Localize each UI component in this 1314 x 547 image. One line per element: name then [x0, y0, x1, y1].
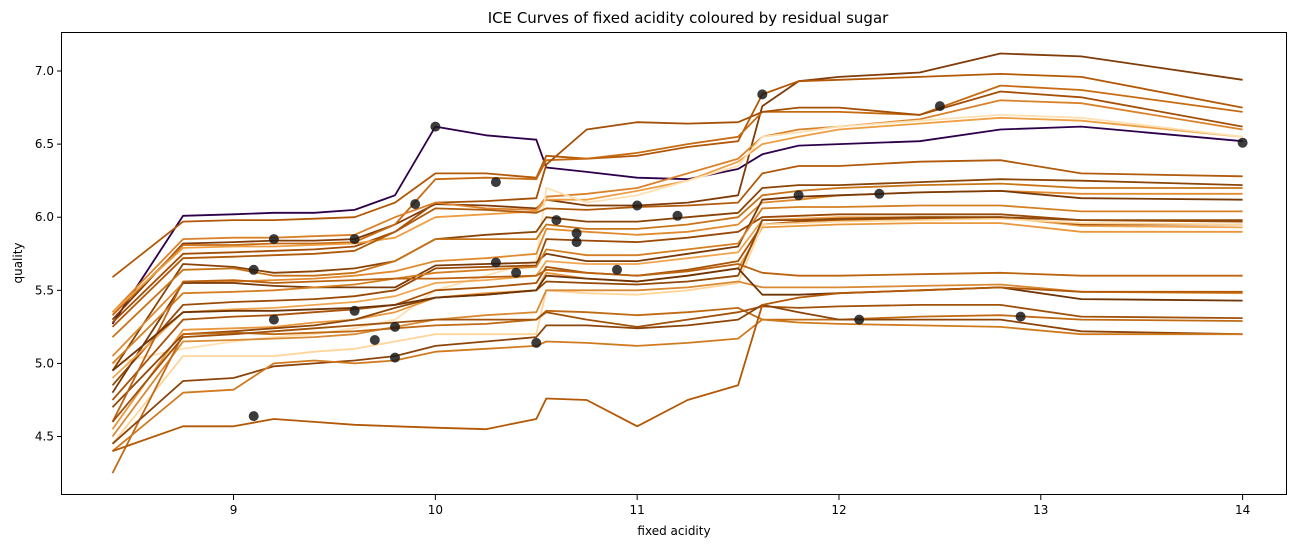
- observed-point-10: [551, 215, 562, 226]
- observed-point-8: [1237, 137, 1248, 148]
- observed-point-23: [349, 305, 360, 316]
- x-tick-label: 12: [831, 503, 846, 517]
- observed-point-16: [410, 199, 421, 210]
- series-lines: [111, 52, 1243, 474]
- ice-line-7: [111, 116, 1243, 313]
- observed-point-2: [757, 89, 768, 100]
- observed-point-4: [934, 101, 945, 112]
- observed-point-17: [612, 264, 622, 275]
- ice-line-21: [111, 263, 1243, 423]
- ice-line-24: [111, 307, 1243, 474]
- series-points: [248, 89, 1248, 422]
- ice-line-1: [111, 125, 1243, 325]
- chart-title: ICE Curves of fixed acidity coloured by …: [488, 9, 889, 27]
- ice-line-5: [111, 90, 1243, 324]
- ice-line-28: [112, 286, 1243, 452]
- observed-point-18: [268, 234, 279, 245]
- ice-line-19: [111, 217, 1243, 445]
- ice-line-4: [111, 84, 1243, 316]
- ice-line-8: [112, 114, 1243, 365]
- observed-point-20: [390, 321, 400, 332]
- ice-line-22: [111, 280, 1243, 438]
- ice-line-20: [111, 216, 1243, 408]
- observed-point-13: [571, 237, 582, 248]
- observed-point-28: [248, 411, 259, 422]
- observed-point-22: [268, 314, 279, 325]
- x-tick-label: 11: [630, 503, 645, 517]
- y-tick-label: 5.5: [35, 283, 54, 297]
- observed-point-3: [490, 177, 501, 188]
- y-tick-label: 4.5: [35, 430, 54, 444]
- observed-point-25: [854, 314, 865, 325]
- observed-point-19: [390, 352, 400, 363]
- observed-point-12: [571, 228, 582, 239]
- observed-point-15: [511, 267, 522, 278]
- y-tick-label: 7.0: [35, 64, 54, 78]
- observed-point-9: [874, 188, 885, 199]
- ice-line-26: [111, 304, 1243, 445]
- ice-line-9: [111, 159, 1243, 328]
- ice-line-2: [111, 52, 1243, 321]
- x-tick-label: 14: [1235, 503, 1250, 517]
- observed-point-14: [490, 257, 501, 268]
- y-axis-ticks: 4.5 5.0 5.5 6.0 6.5 7.0: [35, 64, 62, 444]
- ice-line-3: [111, 73, 1243, 278]
- ice-line-15: [111, 204, 1243, 365]
- observed-point-11: [349, 234, 360, 245]
- observed-point-21: [248, 264, 259, 275]
- ice-line-11: [111, 182, 1243, 338]
- ice-line-18: [111, 222, 1243, 430]
- observed-point-6: [793, 190, 804, 201]
- observed-point-5: [672, 210, 683, 221]
- y-tick-label: 6.5: [35, 137, 54, 151]
- y-tick-label: 5.0: [35, 356, 54, 370]
- observed-point-1: [430, 121, 441, 132]
- ice-line-25: [111, 304, 1243, 423]
- x-axis-label: fixed acidity: [637, 524, 710, 538]
- observed-point-7: [632, 200, 643, 211]
- ice-line-10: [111, 178, 1243, 372]
- x-axis-ticks: 9 10 11 12 13 14: [230, 495, 1250, 517]
- y-tick-label: 6.0: [35, 210, 54, 224]
- plot-frame: [61, 32, 1287, 495]
- observed-point-24: [1015, 311, 1026, 322]
- x-tick-label: 13: [1033, 503, 1048, 517]
- observed-point-26: [369, 335, 380, 345]
- ice-line-13: [111, 213, 1243, 386]
- y-axis-label: quality: [11, 242, 25, 283]
- ice-line-27: [111, 318, 1243, 452]
- ice-line-17: [111, 216, 1243, 401]
- x-tick-label: 9: [230, 503, 238, 517]
- observed-point-27: [531, 337, 542, 348]
- x-tick-label: 10: [428, 503, 443, 517]
